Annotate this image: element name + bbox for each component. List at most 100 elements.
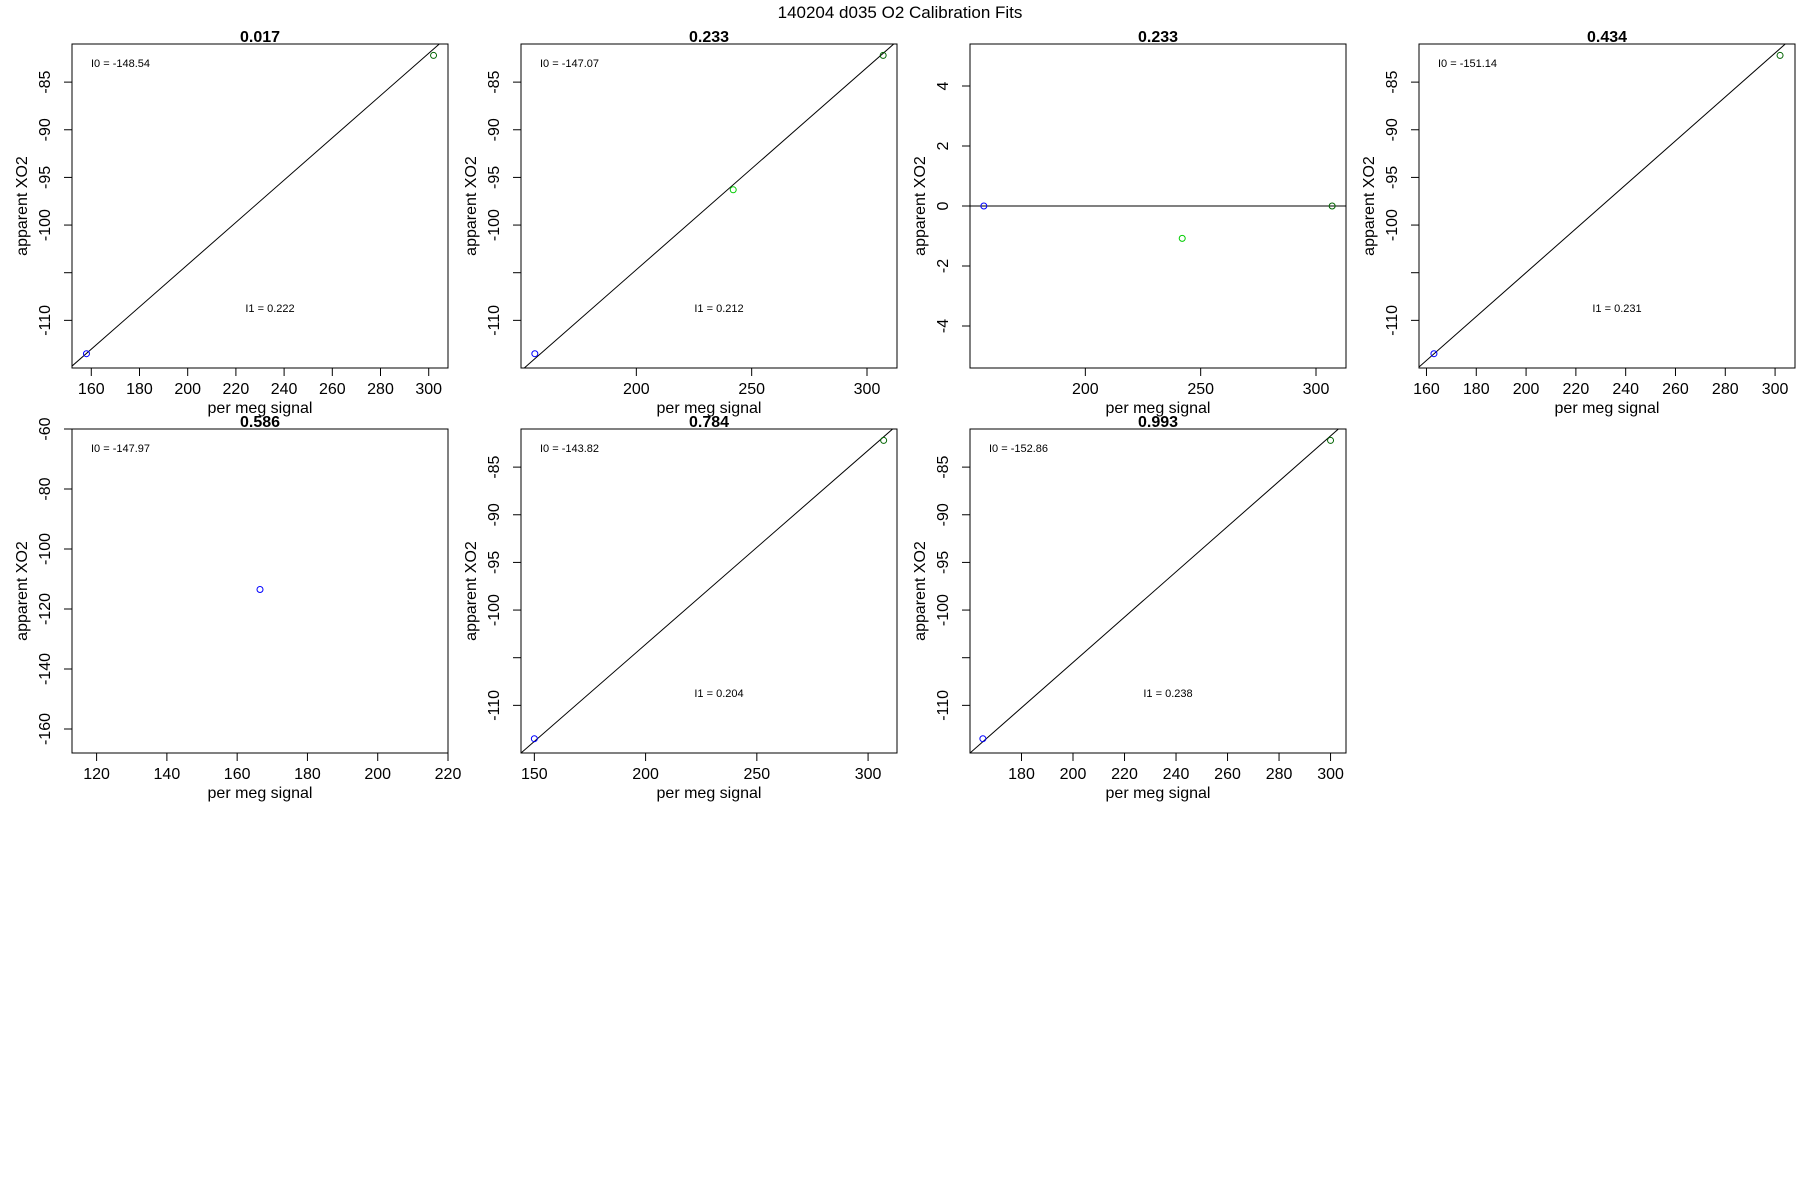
y-tick-label: -100	[935, 594, 952, 626]
slope-annotation: I1 = 0.204	[694, 688, 743, 700]
y-tick-label: -110	[37, 305, 54, 336]
y-tick-label: -110	[1384, 305, 1401, 336]
slope-annotation: I1 = 0.212	[694, 303, 743, 315]
x-axis-label: per meg signal	[208, 400, 313, 417]
y-tick-label: -85	[37, 70, 54, 93]
y-axis-label: apparent XO2	[912, 541, 929, 641]
data-point-blue	[256, 586, 264, 593]
x-tick-label: 140	[154, 766, 181, 783]
data-point-darkgreen	[430, 51, 438, 59]
y-axis-label: apparent XO2	[14, 156, 31, 256]
panel-title: 0.233	[1138, 29, 1178, 46]
x-tick-label: 220	[223, 381, 250, 398]
y-axis-label: apparent XO2	[463, 156, 480, 256]
y-tick-label: -80	[37, 477, 54, 500]
x-tick-label: 250	[1187, 381, 1214, 398]
x-tick-label: 180	[1463, 381, 1490, 398]
x-tick-label: 300	[855, 766, 882, 783]
y-tick-label: 4	[935, 81, 952, 90]
y-axis-label: apparent XO2	[912, 156, 929, 256]
intercept-annotation: I0 = -147.97	[91, 443, 150, 455]
x-tick-label: 250	[743, 766, 770, 783]
data-point-green	[1178, 234, 1186, 242]
y-tick-label: -90	[37, 118, 54, 141]
y-axis-label: apparent XO2	[463, 541, 480, 641]
slope-annotation: I1 = 0.238	[1143, 688, 1192, 700]
data-point-darkgreen	[880, 436, 888, 444]
y-tick-label: -85	[935, 455, 952, 478]
figure-title: 140204 d035 O2 Calibration Fits	[778, 3, 1023, 22]
panel-7: 0.993 180 200 220 240 260 280 300 -110 -100 -95 -90…	[912, 414, 1347, 802]
data-point-darkgreen	[1776, 51, 1784, 59]
x-axis-label: per meg signal	[1106, 400, 1211, 417]
x-tick-label: 200	[174, 381, 201, 398]
plot-frame	[520, 428, 898, 754]
x-tick-label: 180	[1008, 766, 1035, 783]
y-tick-label: -95	[935, 551, 952, 574]
y-tick-label: -95	[486, 166, 503, 189]
panel-6: 0.784 150 200 250 300 -110 -100 -95 -90 -85 per me…	[463, 414, 898, 802]
y-tick-label: 0	[935, 201, 952, 210]
y-tick-label: 2	[935, 141, 952, 150]
x-tick-label: 200	[1060, 766, 1087, 783]
y-tick-label: -85	[1384, 70, 1401, 93]
plot-frame	[71, 43, 449, 369]
slope-annotation: I1 = 0.222	[245, 303, 294, 315]
y-tick-label: -110	[935, 690, 952, 721]
panel-title: 0.993	[1138, 414, 1178, 431]
x-axis-label: per meg signal	[657, 400, 762, 417]
slope-annotation: I1 = 0.231	[1592, 303, 1641, 315]
x-tick-label: 240	[1612, 381, 1639, 398]
panel-2: 0.233 200 250 300 -110 -100 -95 -90 -85 per meg s…	[463, 29, 898, 417]
x-axis-label: per meg signal	[1106, 785, 1211, 802]
y-tick-label: -100	[486, 209, 503, 241]
plot-frame	[969, 428, 1347, 754]
panel-4: 0.434 160 180 200 220 240 260 280 300 -110 -100 -95…	[1361, 29, 1796, 417]
x-tick-label: 200	[623, 381, 650, 398]
panel-3: 0.233 200 250 300 -4 -2 0 2 4 per meg signal appar…	[912, 29, 1347, 417]
y-tick-label: -90	[486, 503, 503, 526]
data-point-blue	[1430, 350, 1438, 358]
y-tick-label: -110	[486, 305, 503, 336]
y-tick-label: -140	[37, 653, 54, 685]
fit-line	[1419, 44, 1787, 368]
x-tick-label: 240	[1163, 766, 1190, 783]
data-point-darkgreen	[879, 51, 887, 59]
intercept-annotation: I0 = -148.54	[91, 58, 150, 70]
data-point-blue	[82, 350, 90, 358]
plot-frame	[71, 428, 449, 754]
x-tick-label: 280	[367, 381, 394, 398]
y-tick-label: -90	[1384, 118, 1401, 141]
fit-line	[523, 44, 895, 368]
x-tick-label: 300	[415, 381, 442, 398]
plot-frame	[520, 43, 898, 369]
x-tick-label: 260	[1214, 766, 1241, 783]
x-tick-label: 300	[1762, 381, 1789, 398]
intercept-annotation: I0 = -151.14	[1438, 58, 1497, 70]
intercept-annotation: I0 = -147.07	[540, 58, 599, 70]
x-tick-label: 220	[1111, 766, 1138, 783]
intercept-annotation: I0 = -143.82	[540, 443, 599, 455]
y-tick-label: -85	[486, 70, 503, 93]
x-axis-label: per meg signal	[1555, 400, 1660, 417]
x-tick-label: 200	[1513, 381, 1540, 398]
x-tick-label: 160	[224, 766, 251, 783]
x-tick-label: 150	[521, 766, 548, 783]
y-tick-label: -95	[1384, 166, 1401, 189]
y-tick-label: -85	[486, 455, 503, 478]
x-tick-label: 180	[294, 766, 321, 783]
y-tick-label: -110	[486, 690, 503, 721]
y-tick-label: -100	[37, 533, 54, 565]
fit-line	[72, 44, 441, 367]
y-tick-label: -100	[37, 209, 54, 241]
y-tick-label: -2	[935, 259, 952, 273]
x-tick-label: 300	[1303, 381, 1330, 398]
x-axis-label: per meg signal	[657, 785, 762, 802]
x-tick-label: 200	[364, 766, 391, 783]
x-tick-label: 260	[319, 381, 346, 398]
x-tick-label: 180	[126, 381, 153, 398]
panel-title: 0.434	[1587, 29, 1627, 46]
y-axis-label: apparent XO2	[14, 541, 31, 641]
x-tick-label: 300	[854, 381, 881, 398]
fit-line	[521, 429, 894, 753]
